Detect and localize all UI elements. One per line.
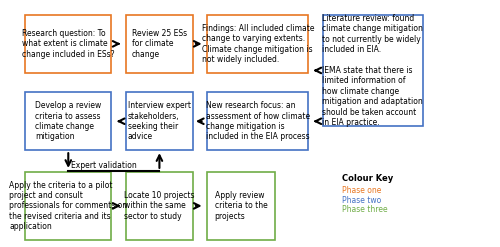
Text: Phase one: Phase one xyxy=(342,186,381,195)
FancyBboxPatch shape xyxy=(126,15,193,73)
Text: New research focus: an
assessment of how climate
change mitigation is
included i: New research focus: an assessment of how… xyxy=(206,101,310,141)
Text: Review 25 ESs
for climate
change: Review 25 ESs for climate change xyxy=(132,29,187,59)
Text: Develop a review
criteria to assess
climate change
mitigation: Develop a review criteria to assess clim… xyxy=(35,101,102,141)
Text: Literature review: found
climate change mitigation
to not currently be widely
in: Literature review: found climate change … xyxy=(322,14,424,127)
FancyBboxPatch shape xyxy=(208,172,274,240)
Text: Expert validation: Expert validation xyxy=(72,162,137,170)
FancyBboxPatch shape xyxy=(126,92,193,150)
FancyBboxPatch shape xyxy=(208,92,308,150)
FancyBboxPatch shape xyxy=(25,15,112,73)
Text: Research question: To
what extent is climate
change included in ESs?: Research question: To what extent is cli… xyxy=(22,29,114,59)
FancyBboxPatch shape xyxy=(126,172,193,240)
Text: Colour Key: Colour Key xyxy=(342,174,393,184)
Text: Apply review
criteria to the
projects: Apply review criteria to the projects xyxy=(214,191,268,221)
FancyBboxPatch shape xyxy=(25,92,112,150)
Text: Findings: All included climate
change to varying extents.
Climate change mitigat: Findings: All included climate change to… xyxy=(202,24,314,64)
Text: Locate 10 projects
within the same
sector to study: Locate 10 projects within the same secto… xyxy=(124,191,194,221)
Text: Phase two: Phase two xyxy=(342,196,381,205)
Text: Phase three: Phase three xyxy=(342,206,388,214)
FancyBboxPatch shape xyxy=(208,15,308,73)
Text: Apply the criteria to a pilot
project and consult
professionals for comments on
: Apply the criteria to a pilot project an… xyxy=(9,181,128,231)
FancyBboxPatch shape xyxy=(25,172,112,240)
Text: Interview expert
stakeholders,
seeking their
advice: Interview expert stakeholders, seeking t… xyxy=(128,101,191,141)
FancyBboxPatch shape xyxy=(322,15,423,126)
